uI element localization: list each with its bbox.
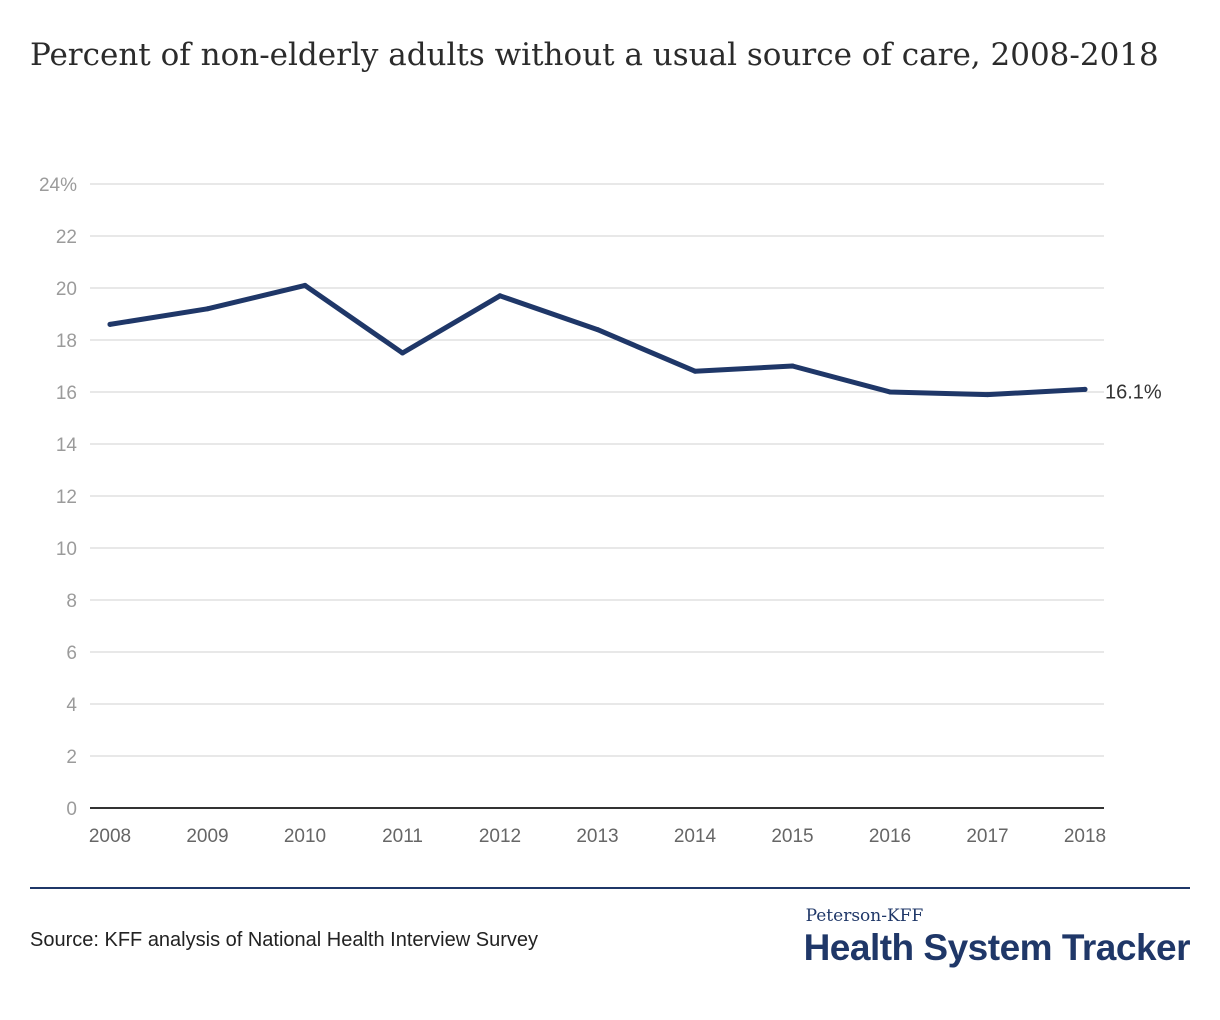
series-line-group: 16.1%	[107, 282, 1162, 403]
data-point	[205, 306, 210, 312]
brand-logo: Peterson-KFF Health System Tracker	[803, 906, 1191, 970]
y-tick-label: 12	[56, 487, 77, 508]
x-tick-label: 2018	[1064, 826, 1106, 847]
data-point	[985, 392, 990, 398]
x-axis-ticks: 2008 2009 2010 2011 2012 2013 2014 2015 2016 2017…	[89, 826, 1106, 847]
x-tick-label: 2012	[479, 826, 521, 847]
footer-divider	[30, 887, 1190, 889]
data-point	[790, 363, 795, 369]
y-axis-ticks: 0 2 4 6 8 10 12 14 16 18 20 22 24%	[39, 175, 77, 820]
y-tick-label: 10	[56, 539, 77, 560]
chart-title: Percent of non-elderly adults without a …	[30, 37, 1159, 73]
y-tick-label: 0	[66, 799, 77, 820]
x-tick-label: 2009	[186, 826, 228, 847]
y-tick-label: 20	[56, 279, 77, 300]
end-value-label: 16.1%	[1105, 381, 1162, 403]
x-tick-label: 2016	[869, 826, 911, 847]
y-tick-label: 4	[66, 695, 77, 716]
y-tick-label: 22	[56, 227, 77, 248]
x-tick-label: 2011	[382, 826, 423, 847]
data-point	[497, 293, 503, 299]
data-point	[107, 321, 113, 327]
y-tick-label: 18	[56, 331, 77, 352]
data-point	[692, 368, 698, 374]
data-point	[400, 350, 405, 356]
x-tick-label: 2017	[966, 826, 1008, 847]
y-tick-label: 24%	[39, 175, 77, 196]
data-point	[595, 327, 600, 333]
x-tick-label: 2015	[771, 826, 813, 847]
y-tick-label: 16	[56, 383, 77, 404]
data-point	[887, 389, 893, 395]
y-tick-label: 8	[66, 591, 77, 612]
data-point	[1082, 386, 1088, 392]
x-tick-label: 2008	[89, 826, 131, 847]
y-tick-label: 2	[66, 747, 77, 768]
source-note: Source: KFF analysis of National Health …	[30, 929, 538, 951]
brand-logo-subtitle: Peterson-KFF	[805, 906, 924, 926]
x-tick-label: 2010	[284, 826, 326, 847]
y-tick-label: 6	[66, 643, 77, 664]
brand-logo-title: Health System Tracker	[803, 927, 1191, 968]
x-tick-label: 2014	[674, 826, 717, 847]
data-point	[302, 282, 308, 288]
x-tick-label: 2013	[576, 826, 618, 847]
gridlines	[90, 183, 1104, 809]
y-tick-label: 14	[56, 435, 78, 456]
